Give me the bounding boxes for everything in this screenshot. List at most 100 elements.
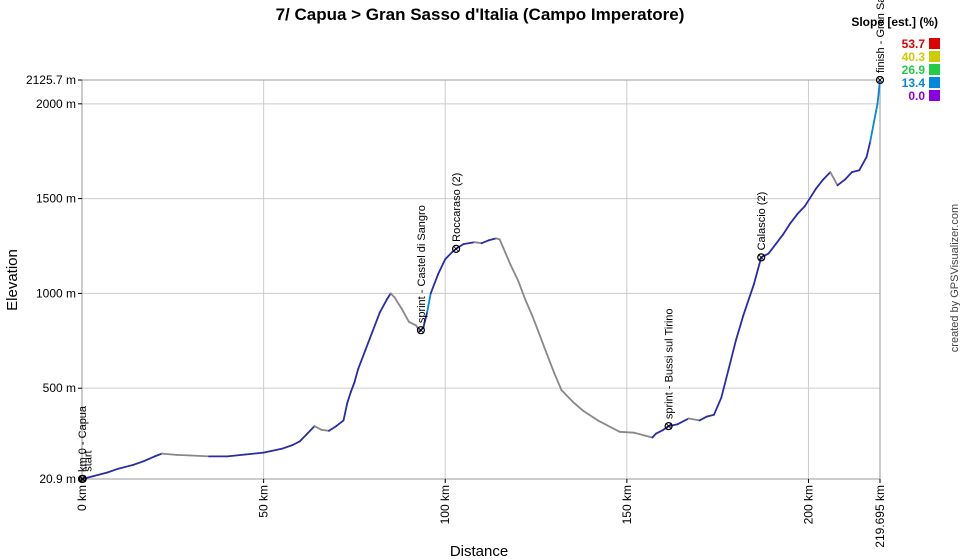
waypoint-circle (664, 421, 673, 431)
profile-segment (774, 233, 784, 246)
profile-segment (509, 264, 519, 282)
profile-segment (553, 372, 563, 392)
x-axis-ticks: 0 km 50 km 100 km 150 km 200 km 219.695 km (75, 479, 887, 548)
legend-swatch (929, 77, 940, 88)
profile-segment (226, 453, 247, 458)
chart-grid (81, 79, 881, 480)
profile-segment (437, 258, 447, 276)
legend-swatch (929, 38, 940, 49)
legend-title: Slope [est.] (%) (851, 15, 938, 29)
profile-segment (705, 413, 715, 418)
waypoint-label: sprint - Castel di Sangro (416, 205, 428, 323)
waypoint-circle (452, 244, 461, 253)
profile-segment (560, 389, 574, 403)
profile-segment (407, 320, 418, 327)
watermark-text: created by GPSVisualizer.com (949, 204, 960, 352)
profile-segment (81, 475, 94, 480)
waypoint-marker[interactable]: Roccaraso (2) (451, 173, 463, 253)
profile-segment (546, 353, 556, 374)
x-tick-label: 0 km (75, 485, 89, 511)
profile-segment (342, 402, 349, 422)
profile-segment (364, 330, 374, 352)
profile-segment (796, 205, 806, 215)
waypoint-cross (876, 76, 884, 84)
x-tick-label: 200 km (801, 485, 815, 524)
profile-segment (262, 447, 283, 454)
x-tick-label: 100 km (438, 485, 452, 524)
profile-segment (633, 431, 646, 437)
profile-segment (357, 349, 367, 371)
waypoint-cross (79, 475, 87, 483)
y-axis-ticks: 20.9 m 500 m 1000 m 1500 m 2000 m 2125.7 m (26, 73, 82, 486)
profile-segment (117, 464, 134, 470)
profile-segment (473, 241, 483, 245)
x-tick-label: 219.695 km (873, 485, 887, 548)
y-tick-label: 20.9 m (39, 472, 76, 486)
profile-segment (480, 239, 490, 245)
profile-segment (306, 425, 316, 435)
profile-segment (676, 417, 690, 426)
profile-segment (346, 391, 352, 405)
profile-segment (444, 250, 454, 261)
waypoint-label: km 0 - Capua (77, 405, 89, 472)
chart-title: 7/ Capua > Gran Sasso d'Italia (Campo Im… (276, 5, 685, 24)
profile-segment (822, 171, 832, 181)
profile-segment (426, 292, 432, 314)
profile-segment (618, 430, 635, 434)
legend-value: 53.7 (902, 37, 926, 51)
profile-segment (378, 298, 389, 314)
profile-segment (742, 282, 755, 318)
y-tick-label: 500 m (43, 381, 76, 395)
legend-value: 13.4 (902, 76, 926, 90)
profile-segment (644, 434, 654, 439)
profile-segment (858, 155, 868, 172)
profile-segment (429, 273, 439, 295)
profile-segment (524, 298, 534, 318)
profile-segment (244, 451, 265, 456)
profile-segment (720, 368, 730, 399)
profile-segment (462, 241, 476, 246)
waypoint-marker[interactable]: start (78, 450, 95, 483)
profile-segment (571, 400, 585, 412)
waypoint-cross (452, 245, 460, 253)
legend-swatch (929, 51, 940, 62)
profile-segment (596, 419, 614, 429)
profile-segment (655, 428, 665, 435)
waypoint-cross (757, 254, 765, 261)
y-tick-label: 2000 m (36, 97, 76, 111)
waypoint-label: Roccaraso (2) (451, 173, 463, 242)
profile-segment (611, 427, 621, 433)
waypoint-circle (875, 75, 885, 85)
elevation-profile (81, 79, 881, 480)
profile-segment (400, 307, 410, 323)
profile-segment (517, 279, 526, 301)
legend-swatch (929, 90, 940, 101)
waypoint-label: Calascio (2) (756, 192, 768, 251)
waypoint-marker[interactable]: finish - Gran Sasso (875, 0, 887, 85)
plot-frame (81, 79, 881, 480)
y-tick-label: 1500 m (36, 192, 76, 206)
legend-swatch (929, 64, 940, 75)
profile-segment (698, 415, 708, 422)
profile-segment (803, 193, 813, 208)
profile-segment (335, 419, 345, 428)
profile-segment (386, 292, 392, 301)
x-tick-label: 150 km (620, 485, 634, 524)
waypoint-label: start (83, 450, 95, 471)
profile-segment (422, 311, 429, 329)
y-axis-title: Elevation (4, 249, 21, 311)
profile-segment (538, 334, 548, 356)
profile-segment (131, 460, 145, 466)
profile-segment (175, 453, 192, 457)
profile-segment (811, 188, 817, 196)
waypoint-marker[interactable]: sprint - Bussi sul Tirino (664, 308, 676, 431)
waypoint-marker[interactable]: Calascio (2) (756, 192, 768, 262)
legend-value: 26.9 (902, 63, 926, 77)
profile-segment (298, 432, 309, 443)
slope-legend: Slope [est.] (%) 53.740.326.913.40.0 (851, 15, 940, 103)
profile-segment (667, 423, 679, 428)
profile-segment (502, 246, 512, 266)
waypoint-marker[interactable]: sprint - Castel di Sangro (416, 205, 428, 335)
